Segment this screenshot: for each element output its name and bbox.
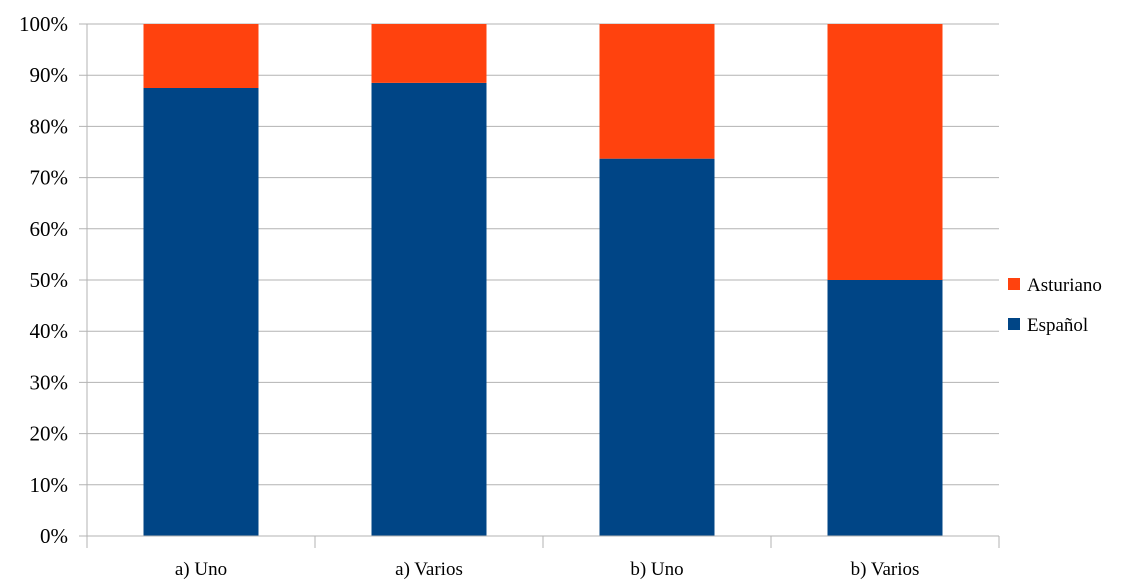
bar-asturiano-4 [827,24,943,280]
x-category-label: a) Varios [395,559,463,580]
legend-swatch [1008,278,1020,290]
y-tick-label: 70% [30,166,69,190]
bar-asturiano-1 [143,24,259,88]
legend: Asturiano Español [1008,275,1102,336]
bar-espanol-4 [827,280,943,536]
y-tick-label: 10% [30,473,69,497]
y-tick-label: 0% [40,524,68,548]
y-tick-label: 100% [19,12,68,36]
bars [143,24,943,536]
legend-label: Asturiano [1027,275,1102,296]
axes: 0% 10% 20% 30% 40% 50% 60% 70% 80% 90% 100% a) Uno a… [19,12,1000,580]
legend-swatch [1008,318,1020,330]
bar-espanol-2 [371,82,487,536]
y-tick-label: 60% [30,217,69,241]
legend-item-asturiano: Asturiano [1008,275,1102,296]
x-category-label: b) Uno [630,559,683,580]
bar-asturiano-2 [371,24,487,83]
bar-asturiano-3 [599,24,715,159]
legend-item-espanol: Español [1008,315,1088,336]
y-tick-label: 20% [30,422,69,446]
x-category-label: b) Varios [851,559,920,580]
y-tick-label: 30% [30,370,69,394]
y-tick-label: 80% [30,114,69,138]
bar-espanol-1 [143,88,259,536]
y-tick-label: 50% [30,268,69,292]
bar-espanol-3 [599,158,715,536]
x-category-label: a) Uno [175,559,227,580]
y-tick-label: 40% [30,319,69,343]
y-tick-label: 90% [30,63,69,87]
legend-label: Español [1027,315,1088,336]
